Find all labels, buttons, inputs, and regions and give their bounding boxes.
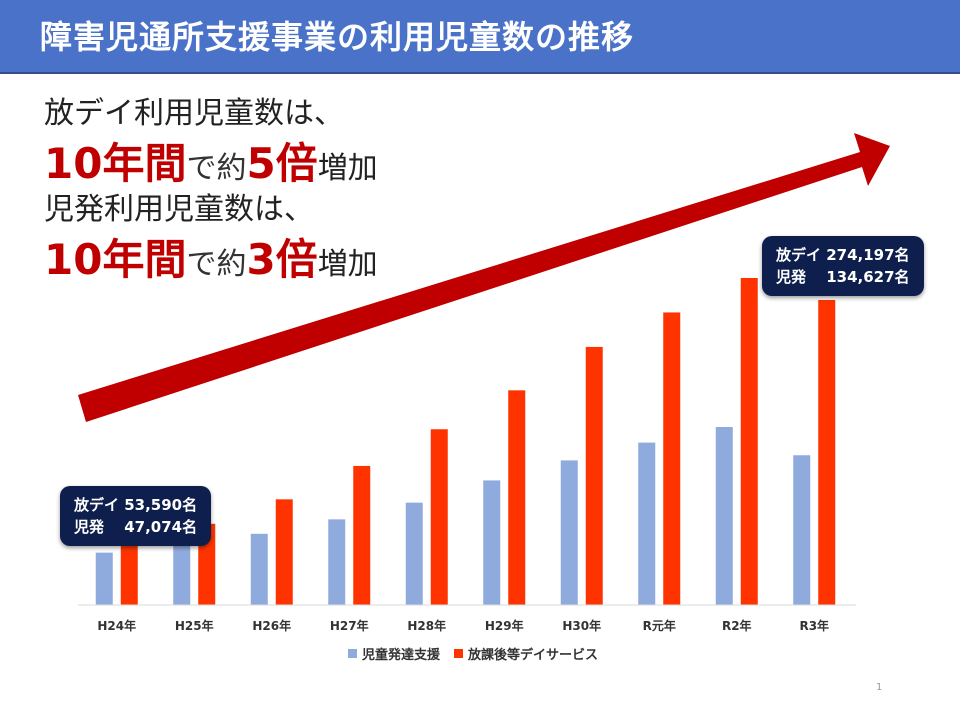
callout-r3: 放デイ 274,197名 児発 134,627名 <box>762 236 924 296</box>
bar-houdei-3 <box>353 465 371 605</box>
bar-jihatsu-6 <box>560 460 578 605</box>
x-tick-label-8: R2年 <box>722 618 752 633</box>
bar-houdei-9 <box>818 300 836 605</box>
headline-about-1: で約 <box>186 151 247 186</box>
bar-jihatsu-0 <box>95 552 113 605</box>
page-number: 1 <box>876 682 883 693</box>
headline-multiple-2: 3倍 <box>246 235 318 284</box>
legend-swatch-jihatsu <box>348 649 357 658</box>
bar-houdei-6 <box>585 346 603 605</box>
legend-label-houdei: 放課後等デイサービス <box>468 648 599 663</box>
x-tick-label-9: R3年 <box>799 618 829 633</box>
legend-item-jihatsu: 児童発達支援 <box>348 644 440 663</box>
legend: 児童発達支援 放課後等デイサービス <box>348 644 598 663</box>
headline-line3: 児発利用児童数は、 <box>44 192 314 227</box>
legend-label-jihatsu: 児童発達支援 <box>362 648 441 663</box>
bar-jihatsu-2 <box>250 533 268 605</box>
bar-jihatsu-1 <box>173 542 191 605</box>
legend-item-houdei: 放課後等デイサービス <box>454 644 598 663</box>
x-tick-label-5: H29年 <box>485 618 524 633</box>
headline-increase-2: 増加 <box>317 247 378 282</box>
bar-jihatsu-3 <box>328 519 346 605</box>
bar-jihatsu-4 <box>405 502 423 605</box>
x-tick-label-7: R元年 <box>643 618 676 633</box>
bar-jihatsu-8 <box>715 427 733 605</box>
bar-houdei-0 <box>120 545 138 605</box>
bar-houdei-7 <box>663 312 681 605</box>
headline-period-2: 10年間 <box>44 235 187 284</box>
bar-houdei-8 <box>740 277 758 605</box>
x-tick-label-6: H30年 <box>562 618 601 633</box>
x-tick-label-1: H25年 <box>175 618 214 633</box>
x-tick-label-4: H28年 <box>407 618 446 633</box>
headline-line2: 10年間で約5倍増加 <box>44 130 378 191</box>
x-tick-label-0: H24年 <box>97 618 136 633</box>
bar-jihatsu-9 <box>793 455 811 605</box>
title-bar: 障害児通所支援事業の利用児童数の推移 <box>0 0 960 74</box>
headline-about-2: で約 <box>186 247 247 282</box>
bar-houdei-4 <box>430 429 448 605</box>
bar-houdei-5 <box>508 390 526 605</box>
trend-arrow <box>78 133 890 422</box>
headline-line1: 放デイ利用児童数は、 <box>44 96 344 131</box>
headline-increase-1: 増加 <box>317 151 378 186</box>
page-title: 障害児通所支援事業の利用児童数の推移 <box>40 18 635 56</box>
callout-h24: 放デイ 53,590名 児発 47,074名 <box>60 486 212 546</box>
legend-swatch-houdei <box>454 649 464 658</box>
bar-jihatsu-7 <box>638 442 656 605</box>
bar-jihatsu-5 <box>483 480 501 605</box>
bar-houdei-2 <box>275 499 293 605</box>
headline-multiple-1: 5倍 <box>246 139 318 188</box>
headline-line4: 10年間で約3倍増加 <box>44 226 378 287</box>
x-tick-label-3: H27年 <box>330 618 369 633</box>
x-tick-label-2: H26年 <box>252 618 291 633</box>
headline-period-1: 10年間 <box>44 139 187 188</box>
